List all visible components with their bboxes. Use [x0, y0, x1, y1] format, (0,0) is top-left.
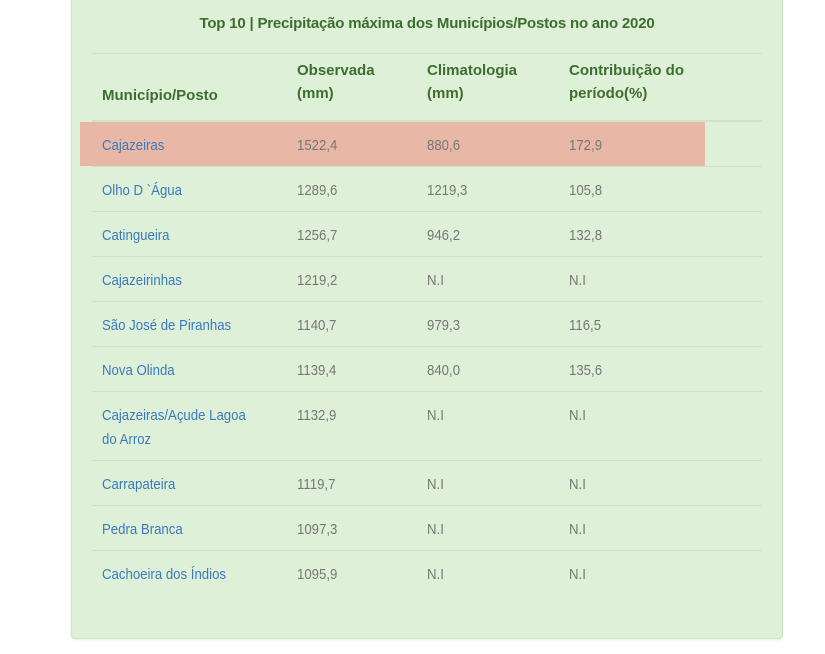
municipio-link[interactable]: Cajazeirinhas: [102, 272, 182, 289]
climatologia-value: 1219,3: [427, 182, 468, 199]
climatologia-value: N.I: [427, 521, 444, 538]
climatologia-value: 946,2: [427, 227, 461, 244]
header-contribuicao: Contribuição do período(%): [569, 62, 684, 102]
contribuicao-value: N.I: [569, 272, 586, 289]
observada-value: 1132,9: [297, 407, 337, 424]
municipio-link[interactable]: São José de Piranhas: [102, 317, 232, 334]
table-row: Pedra Branca 1097,3 N.I N.I: [92, 506, 762, 551]
table-row: Nova Olinda 1139,4 840,0 135,6: [92, 347, 762, 392]
observada-value: 1097,3: [297, 521, 338, 538]
table-row: Cachoeira dos Índios 1095,9 N.I N.I: [92, 551, 762, 595]
table-row: Cajazeiras/Açude Lagoa do Arroz 1132,9 N…: [92, 392, 762, 461]
header-municipio: Município/Posto: [102, 87, 218, 104]
climatologia-value: 979,3: [427, 317, 461, 334]
climatologia-value: N.I: [427, 566, 444, 583]
observada-value: 1139,4: [297, 362, 337, 379]
observada-value: 1095,9: [297, 566, 338, 583]
contribuicao-value: 116,5: [569, 317, 602, 334]
panel-title: Top 10 | Precipitação máxima dos Municíp…: [199, 15, 655, 32]
climatologia-value: N.I: [427, 407, 444, 424]
observada-value: 1522,4: [297, 137, 338, 154]
observada-value: 1140,7: [297, 317, 337, 334]
observada-value: 1256,7: [297, 227, 338, 244]
contribuicao-value: N.I: [569, 521, 586, 538]
contribuicao-value: N.I: [569, 476, 586, 493]
observada-value: 1219,2: [297, 272, 338, 289]
observada-value: 1289,6: [297, 182, 338, 199]
table-row: Catingueira 1256,7 946,2 132,8: [92, 212, 762, 257]
climatologia-value: 840,0: [427, 362, 461, 379]
climatologia-value: N.I: [427, 272, 444, 289]
table-row: São José de Piranhas 1140,7 979,3 116,5: [92, 302, 762, 347]
municipio-link[interactable]: Carrapateira: [102, 476, 176, 493]
table-row: Cajazeirinhas 1219,2 N.I N.I: [92, 257, 762, 302]
table-row: Cajazeiras 1522,4 880,6 172,9: [80, 122, 762, 167]
climatologia-value: 880,6: [427, 137, 461, 154]
municipio-link[interactable]: Nova Olinda: [102, 362, 175, 379]
municipio-link[interactable]: Catingueira: [102, 227, 170, 244]
observada-value: 1119,7: [297, 476, 336, 493]
table-row: Carrapateira 1119,7 N.I N.I: [92, 461, 762, 506]
contribuicao-value: 132,8: [569, 227, 603, 244]
contribuicao-value: 172,9: [569, 137, 603, 154]
table-header: Município/Posto Observada (mm) Climatolo…: [92, 53, 762, 122]
table-row: Olho D `Água 1289,6 1219,3 105,8: [92, 167, 762, 212]
contribuicao-value: 135,6: [569, 362, 603, 379]
contribuicao-value: N.I: [569, 407, 586, 424]
municipio-link[interactable]: Pedra Branca: [102, 521, 183, 538]
municipio-link[interactable]: Cajazeiras/Açude Lagoa do Arroz: [102, 407, 246, 448]
header-climatologia: Climatologia (mm): [427, 62, 518, 102]
municipio-link[interactable]: Olho D `Água: [102, 182, 182, 199]
contribuicao-value: N.I: [569, 566, 586, 583]
climatologia-value: N.I: [427, 476, 444, 493]
header-observada: Observada (mm): [297, 62, 375, 102]
precipitation-table: Município/Posto Observada (mm) Climatolo…: [80, 53, 762, 595]
contribuicao-value: 105,8: [569, 182, 603, 199]
top10-panel: Top 10 | Precipitação máxima dos Municíp…: [71, 0, 783, 639]
municipio-link[interactable]: Cajazeiras: [102, 137, 165, 154]
municipio-link[interactable]: Cachoeira dos Índios: [102, 566, 227, 583]
